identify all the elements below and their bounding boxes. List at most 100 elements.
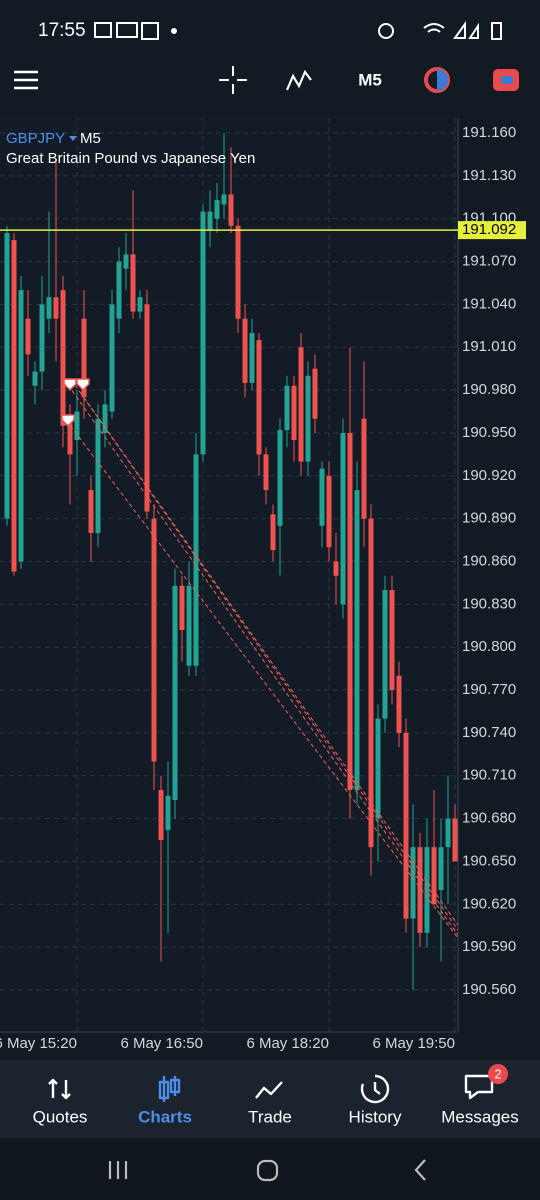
candle-body (123, 254, 129, 269)
trade-icon[interactable] (493, 69, 519, 91)
candle-body (172, 585, 178, 801)
candle-body (249, 332, 255, 383)
y-tick-label: 190.800 (462, 638, 516, 655)
nav-label[interactable]: Trade (248, 1107, 292, 1126)
candle-body (88, 490, 94, 533)
candle-body (137, 297, 143, 312)
chart-symbol: GBPJPY (6, 130, 65, 147)
status-icons (94, 20, 502, 40)
candle-body (445, 818, 451, 848)
candle-body (417, 847, 423, 933)
symbol-dropdown[interactable] (69, 136, 77, 141)
y-tick-label: 190.950 (462, 424, 516, 441)
candle-body (25, 318, 31, 355)
indicators-icon[interactable] (285, 69, 312, 91)
objects-icon[interactable] (424, 67, 450, 93)
crosshair-icon[interactable] (219, 66, 247, 94)
candle-body (326, 475, 332, 548)
candle-body (242, 318, 248, 383)
timeframe-button[interactable]: M5 (358, 70, 382, 89)
x-tick-label: 6 May 15:20 (0, 1035, 77, 1052)
nav-label[interactable]: Charts (138, 1107, 192, 1126)
candle-body (375, 718, 381, 819)
candle-body (151, 518, 157, 762)
candle-body (354, 490, 360, 791)
x-tick-label: 6 May 16:50 (120, 1035, 203, 1052)
candle-body (368, 518, 374, 848)
plot-area (0, 118, 458, 1032)
candle-body (109, 304, 115, 412)
nav-label[interactable]: History (349, 1107, 402, 1126)
candle-body (361, 418, 367, 519)
trade-marker (61, 414, 75, 428)
y-tick-label: 190.590 (462, 938, 516, 955)
candle-body (452, 818, 458, 862)
candle-body (144, 304, 150, 512)
trade-marker (63, 378, 77, 392)
nav-icon[interactable] (255, 1081, 283, 1099)
trend-line (74, 384, 459, 931)
candle-body (221, 194, 227, 205)
candle-body (102, 404, 108, 433)
nav-label[interactable]: Messages (441, 1107, 518, 1126)
candle-body (158, 790, 164, 841)
candle-body (186, 585, 192, 666)
menu-icon[interactable] (14, 70, 38, 90)
candle-body (18, 290, 24, 562)
candle-body (396, 675, 402, 733)
y-tick-label: 190.650 (462, 852, 516, 869)
candle-body (46, 297, 52, 319)
candle-body (81, 318, 87, 398)
candle-body (53, 297, 59, 319)
candle-body (333, 561, 339, 576)
chart-timeframe: M5 (80, 130, 101, 147)
y-tick-label: 190.860 (462, 552, 516, 569)
y-tick-label: 190.980 (462, 381, 516, 398)
candle-body (424, 847, 430, 933)
candle-body (284, 385, 290, 431)
nav-bar (0, 1060, 540, 1138)
candle-body (228, 194, 234, 226)
y-tick-label: 190.560 (462, 981, 516, 998)
y-tick-label: 190.770 (462, 681, 516, 698)
candle-body (389, 590, 395, 691)
candle-body (193, 454, 199, 666)
nav-icon[interactable] (48, 1078, 71, 1100)
status-time: 17:55 (38, 20, 86, 41)
nav-badge (488, 1064, 508, 1084)
chart-subtitle: Great Britain Pound vs Japanese Yen (6, 150, 255, 167)
candle-body (214, 200, 220, 219)
candle-body (256, 340, 262, 455)
trend-line (67, 384, 459, 936)
y-tick-label: 191.130 (462, 167, 516, 184)
candle-body (312, 368, 318, 419)
system-bar (0, 1138, 540, 1200)
candle-body (270, 514, 276, 551)
candle-body (130, 254, 136, 312)
nav-icon[interactable] (360, 1074, 390, 1104)
candle-body (382, 590, 388, 719)
candle-body (291, 385, 297, 441)
nav-icon[interactable] (158, 1076, 181, 1102)
candle-body (263, 454, 269, 491)
candle-body (74, 411, 80, 441)
y-tick-label: 190.830 (462, 595, 516, 612)
y-tick-label: 190.890 (462, 510, 516, 527)
current-price-box (458, 221, 526, 240)
y-tick-label: 191.070 (462, 253, 516, 270)
candle-body (431, 847, 437, 905)
candle-body (340, 432, 346, 605)
nav: Quotes Charts Trade History Messages 2 (33, 1064, 519, 1126)
x-tick-label: 6 May 19:50 (372, 1035, 455, 1052)
nav-badge-count: 2 (494, 1066, 501, 1081)
y-tick-label: 191.010 (462, 338, 516, 355)
candle-body (95, 418, 101, 533)
y-tick-label: 191.160 (462, 124, 516, 141)
trade-marker (76, 378, 90, 392)
nav-label[interactable]: Quotes (33, 1107, 88, 1126)
candle-body (298, 347, 304, 462)
candle-body (200, 211, 206, 455)
candle-body (235, 225, 241, 319)
current-price-label: 191.092 (462, 221, 516, 238)
y-tick-label: 190.620 (462, 895, 516, 912)
